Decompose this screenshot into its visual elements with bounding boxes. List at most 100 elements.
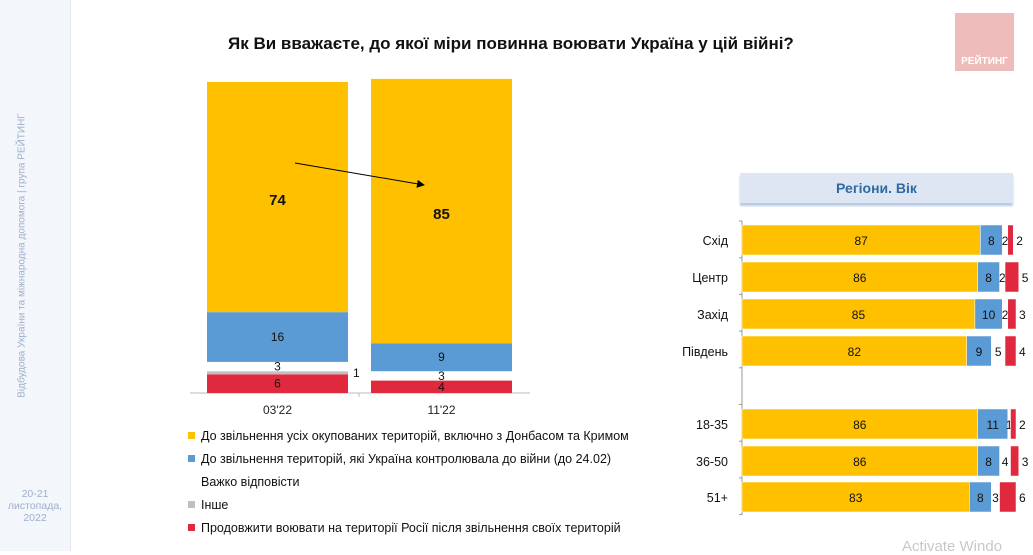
logo-text: РЕЙТИНГ bbox=[961, 56, 1008, 67]
bar-segment bbox=[741, 298, 976, 330]
legend-item: Продовжити воювати на території Росії пі… bbox=[188, 521, 621, 535]
rating-logo: РЕЙТИНГ bbox=[955, 13, 1014, 71]
data-label: 11 bbox=[986, 418, 999, 432]
data-label: 3 bbox=[1019, 308, 1026, 322]
bar-segment bbox=[207, 312, 348, 362]
legend-label: До звільнення усіх окупованих територій,… bbox=[201, 429, 629, 443]
bar-segment bbox=[999, 446, 1011, 476]
data-label: 3 bbox=[992, 491, 999, 505]
legend-marker bbox=[188, 501, 195, 508]
bar-segment bbox=[991, 482, 1000, 512]
regions-age-header: Регіони. Вік bbox=[740, 173, 1013, 203]
bar-segment bbox=[969, 481, 992, 513]
bar-segment bbox=[207, 361, 348, 372]
data-label: 6 bbox=[1019, 491, 1026, 505]
data-label: 86 bbox=[853, 271, 867, 285]
data-label: 74 bbox=[269, 192, 286, 209]
bar-segment bbox=[207, 371, 348, 375]
data-label: 83 bbox=[849, 491, 863, 505]
legend-label: До звільнення територій, які Україна кон… bbox=[201, 452, 612, 466]
bar-segment bbox=[1002, 299, 1008, 329]
data-label: 8 bbox=[985, 271, 992, 285]
bar-segment bbox=[371, 78, 512, 344]
category-label: Захід bbox=[697, 308, 729, 322]
bar-segment bbox=[991, 336, 1006, 366]
legend-item: До звільнення усіх окупованих територій,… bbox=[188, 429, 629, 443]
category-label: 36-50 bbox=[696, 455, 728, 469]
data-label: 3 bbox=[438, 369, 445, 383]
data-label: 1 bbox=[1006, 418, 1013, 432]
bar-segment bbox=[371, 371, 512, 381]
bar-segment bbox=[371, 380, 512, 393]
data-label: 3 bbox=[274, 360, 281, 374]
sidebar: Відбудова України та міжнародна допомога… bbox=[0, 0, 71, 551]
data-label: 85 bbox=[852, 308, 866, 322]
bar-segment bbox=[741, 261, 978, 293]
legend-marker bbox=[188, 455, 195, 462]
date-line: листопада, bbox=[7, 500, 63, 512]
category-label: Схід bbox=[703, 234, 729, 248]
activate-windows-watermark: Activate Windo bbox=[902, 538, 1003, 555]
survey-date: 20-21 листопада, 2022 bbox=[0, 488, 70, 524]
data-label: 4 bbox=[1002, 455, 1009, 469]
data-label: 4 bbox=[438, 380, 445, 394]
bar-segment bbox=[1010, 408, 1017, 440]
category-label: Центр bbox=[692, 271, 728, 285]
bar-segment bbox=[1007, 224, 1014, 256]
data-label: 9 bbox=[976, 345, 983, 359]
bar-segment bbox=[1007, 409, 1011, 439]
data-label: 1 bbox=[353, 366, 360, 380]
bar-segment bbox=[1004, 335, 1017, 367]
data-label: 2 bbox=[1019, 418, 1026, 432]
data-label: 6 bbox=[274, 377, 281, 391]
data-label: 2 bbox=[999, 271, 1006, 285]
legend-label: Важко відповісти bbox=[201, 475, 300, 489]
data-label: 9 bbox=[438, 350, 445, 364]
bar-segment bbox=[999, 262, 1006, 292]
category-label: 51+ bbox=[707, 491, 728, 505]
x-tick-label: 03'22 bbox=[263, 403, 292, 417]
data-label: 5 bbox=[995, 345, 1002, 359]
date-line: 20-21 bbox=[21, 488, 49, 500]
bar-segment bbox=[741, 481, 970, 513]
legend-label: Інше bbox=[201, 498, 229, 512]
page-title: Як Ви вважаєте, до якої міри повинна вою… bbox=[228, 34, 794, 53]
data-label: 5 bbox=[1022, 271, 1029, 285]
bar-segment bbox=[1010, 445, 1019, 477]
trend-arrow bbox=[294, 162, 425, 188]
data-label: 16 bbox=[271, 330, 285, 344]
data-label: 2 bbox=[1002, 308, 1009, 322]
legend-marker bbox=[188, 524, 195, 531]
data-label: 86 bbox=[853, 455, 867, 469]
data-label: 85 bbox=[433, 206, 450, 223]
data-label: 82 bbox=[848, 345, 862, 359]
bar-segment bbox=[741, 224, 981, 256]
legend-marker bbox=[188, 478, 195, 485]
data-label: 86 bbox=[853, 418, 867, 432]
legend-item: До звільнення територій, які Україна кон… bbox=[188, 452, 611, 466]
bar-segment bbox=[974, 298, 1003, 330]
data-label: 2 bbox=[1016, 234, 1023, 248]
bar-segment bbox=[1007, 298, 1017, 330]
bar-segment bbox=[371, 343, 512, 372]
bar-segment bbox=[207, 374, 348, 393]
bar-segment bbox=[741, 335, 967, 367]
date-line: 2022 bbox=[23, 512, 47, 524]
data-label: 4 bbox=[1019, 345, 1026, 359]
data-label: 87 bbox=[855, 234, 869, 248]
bar-segment bbox=[1004, 261, 1019, 293]
bar-segment bbox=[741, 445, 978, 477]
legend-label: Продовжити воювати на території Росії пі… bbox=[201, 521, 621, 535]
data-label: 2 bbox=[1002, 234, 1009, 248]
category-label: 18-35 bbox=[696, 418, 728, 432]
legend-item: Важко відповісти bbox=[188, 475, 300, 489]
data-label: 10 bbox=[982, 308, 996, 322]
data-label: 8 bbox=[985, 455, 992, 469]
bar-segment bbox=[1002, 225, 1008, 255]
legend-marker bbox=[188, 432, 195, 439]
x-tick-label: 11'22 bbox=[427, 403, 455, 417]
data-label: 8 bbox=[977, 491, 984, 505]
bar-segment bbox=[207, 82, 348, 313]
data-label: 3 bbox=[1022, 455, 1029, 469]
